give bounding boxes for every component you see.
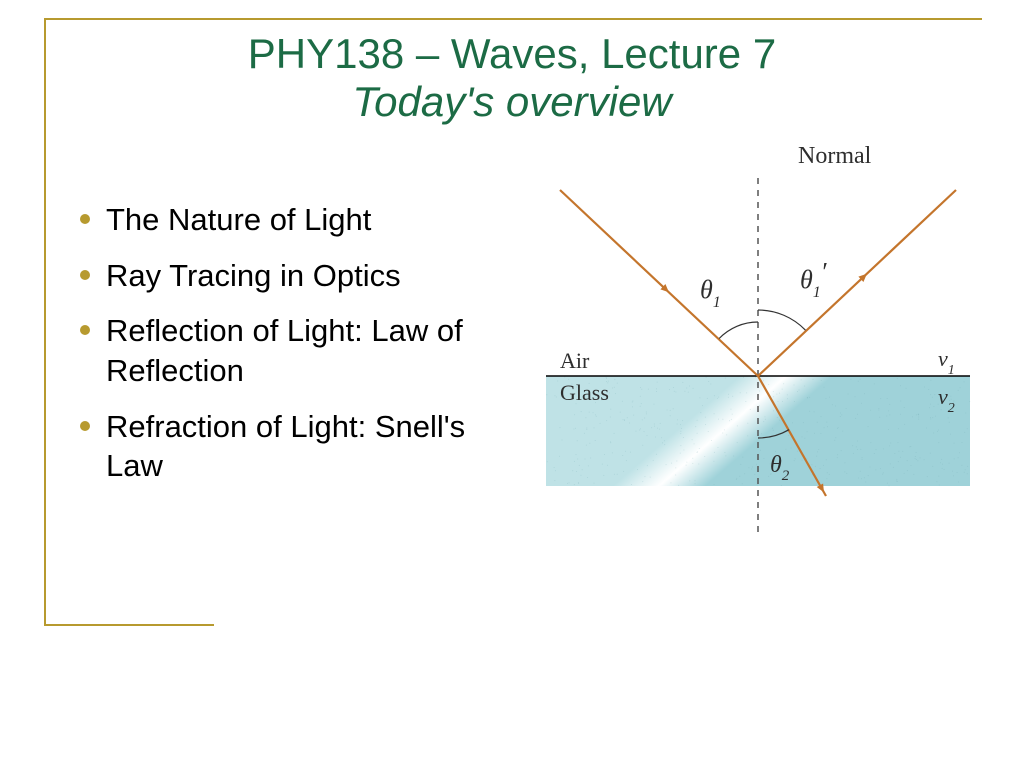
svg-text:Air: Air (560, 348, 590, 373)
slide: PHY138 – Waves, Lecture 7 Today's overvi… (0, 0, 1024, 768)
bullet-list: The Nature of Light Ray Tracing in Optics… (80, 200, 480, 502)
svg-text:Glass: Glass (560, 380, 609, 405)
svg-text:v1: v1 (938, 346, 955, 378)
title-line1: PHY138 – Waves, Lecture 7 (0, 30, 1024, 78)
svg-text:θ1′: θ1′ (800, 258, 827, 301)
refraction-diagram-svg: NormalAirGlassθ1θ1′θ2v1v2 (488, 138, 980, 550)
svg-text:Normal: Normal (798, 143, 872, 169)
border-bottom (44, 624, 214, 626)
svg-text:θ1: θ1 (700, 275, 721, 311)
border-top (44, 18, 982, 20)
title-block: PHY138 – Waves, Lecture 7 Today's overvi… (0, 30, 1024, 126)
refraction-diagram: NormalAirGlassθ1θ1′θ2v1v2 (488, 138, 980, 550)
bullet-item: Ray Tracing in Optics (80, 256, 480, 296)
bullet-item: Refraction of Light: Snell's Law (80, 407, 480, 486)
bullet-item: Reflection of Light: Law of Reflection (80, 311, 480, 390)
title-line2: Today's overview (0, 78, 1024, 126)
bullet-item: The Nature of Light (80, 200, 480, 240)
